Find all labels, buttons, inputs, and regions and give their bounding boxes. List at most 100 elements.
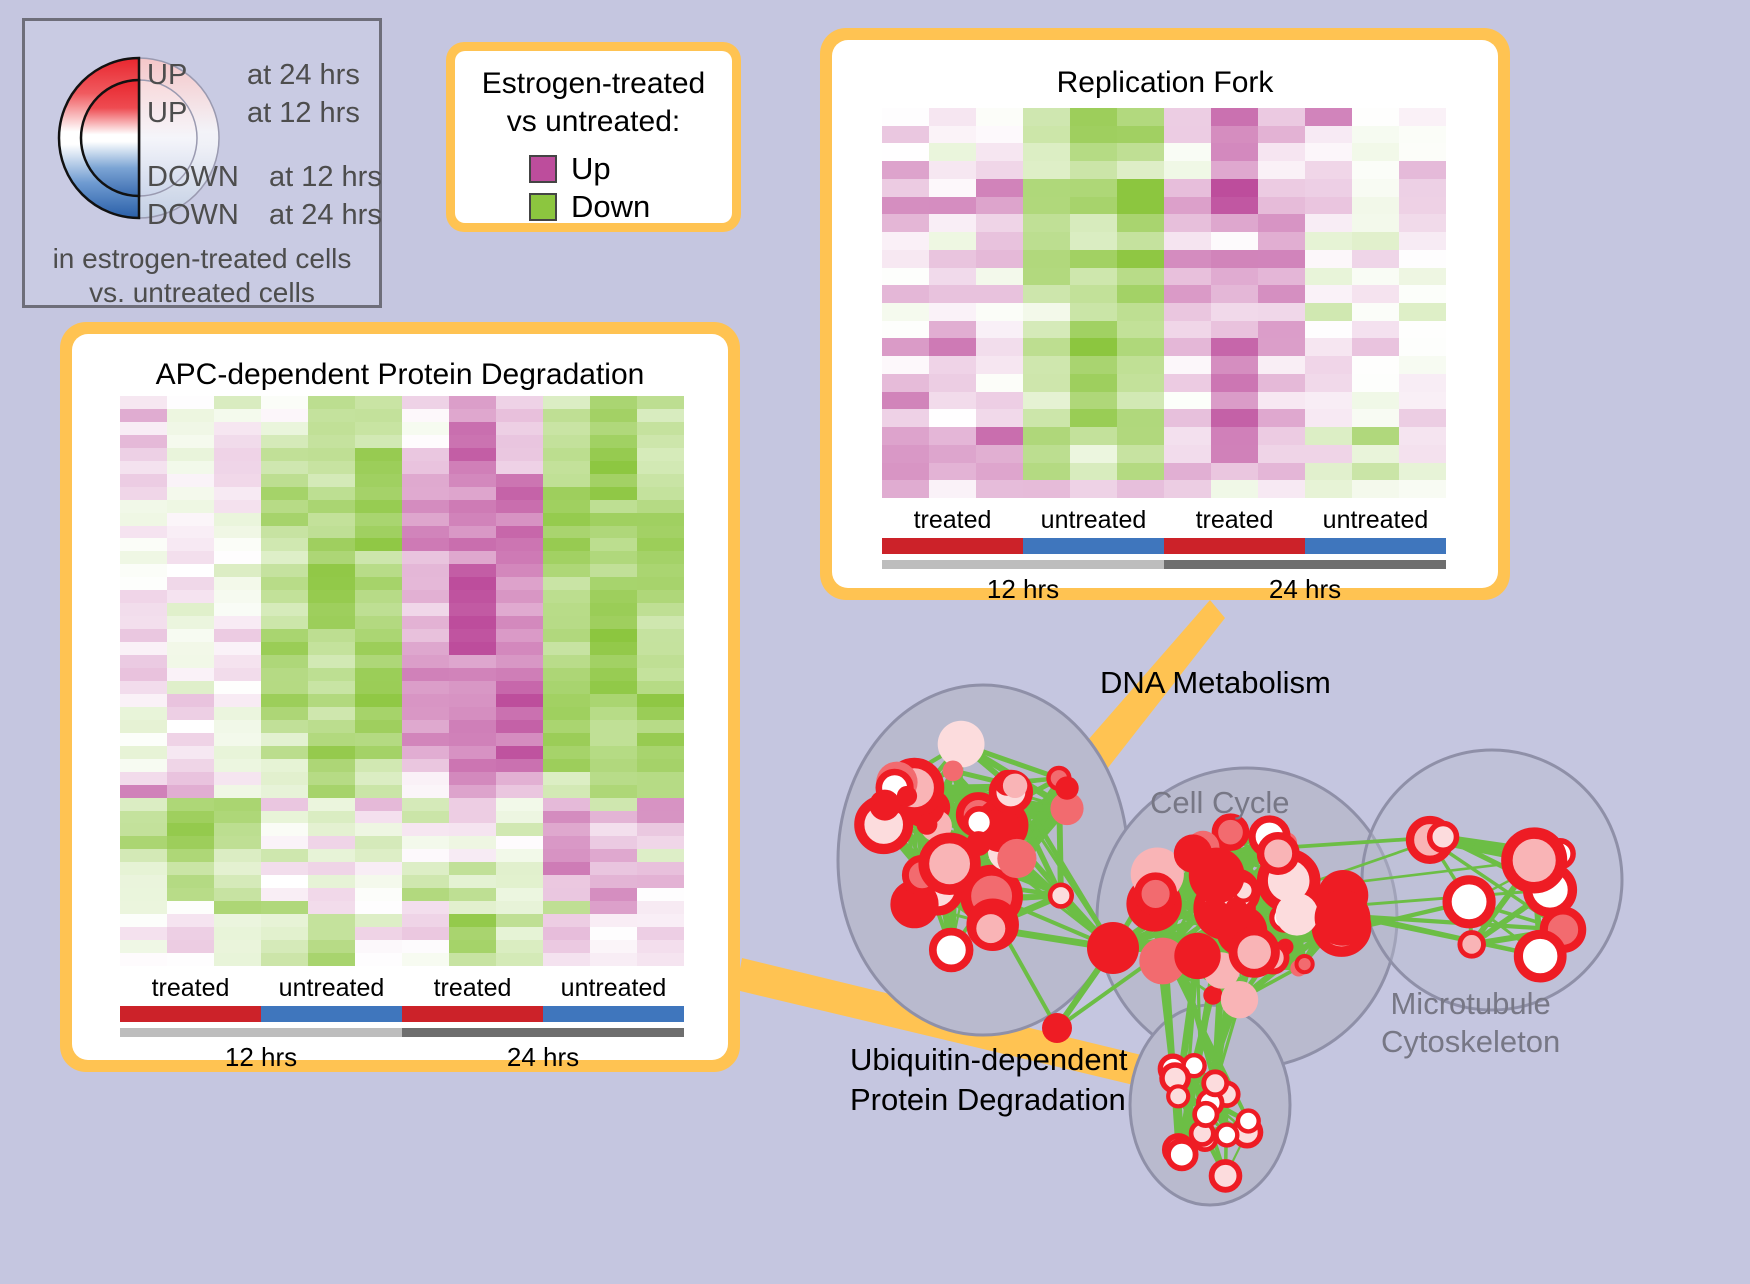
heatmap-cell <box>496 823 543 836</box>
heatmap-cell <box>882 143 929 161</box>
heatmap-cell <box>637 927 684 940</box>
heatmap-cell <box>1117 374 1164 392</box>
heatmap-cell <box>449 836 496 849</box>
heatmap-cell <box>1352 409 1399 427</box>
heatmap-cell <box>1117 214 1164 232</box>
heatmap-cell <box>261 694 308 707</box>
time-seg-12hrs <box>882 560 1164 569</box>
heatmap-cell <box>261 849 308 862</box>
heatmap-cell <box>1164 214 1211 232</box>
heatmap-cell <box>449 668 496 681</box>
heatmap-cell <box>543 461 590 474</box>
heatmap-cell <box>1211 321 1258 339</box>
heatmap-cell <box>120 629 167 642</box>
heatmap-cell <box>1399 303 1446 321</box>
heatmap-cell <box>402 487 449 500</box>
heatmap-cell <box>929 374 976 392</box>
heatmap-cell <box>214 435 261 448</box>
heatmap-cell <box>976 250 1023 268</box>
heatmap-cell <box>1305 374 1352 392</box>
heatmap-cell <box>543 927 590 940</box>
heatmap-cell <box>929 356 976 374</box>
heatmap-cell <box>543 823 590 836</box>
heatmap-cell <box>261 746 308 759</box>
group-label-0: treated <box>882 506 1023 535</box>
heatmap-cell <box>261 940 308 953</box>
heatmap-cell <box>543 759 590 772</box>
heatmap-cell <box>402 590 449 603</box>
heatmap-cell <box>355 500 402 513</box>
heatmap-cell <box>402 720 449 733</box>
heatmap-cell <box>167 798 214 811</box>
heatmap-cell <box>1258 356 1305 374</box>
heatmap-cell <box>167 461 214 474</box>
heatmap-cell <box>976 463 1023 481</box>
heatmap-cell <box>355 629 402 642</box>
heatmap-cell <box>637 474 684 487</box>
colour-wheel-legend: UP at 24 hrs UP at 12 hrs DOWN at 12 hrs… <box>22 18 382 308</box>
heatmap-cell <box>882 321 929 339</box>
heatmap-cell <box>496 772 543 785</box>
heatmap-cell <box>120 474 167 487</box>
heatmap-cell <box>976 108 1023 126</box>
heatmap-cell <box>355 901 402 914</box>
heatmap-cell <box>355 707 402 720</box>
heatmap-cell <box>882 214 929 232</box>
heatmap-cell <box>449 655 496 668</box>
heatmap-cell <box>261 487 308 500</box>
heatmap-cell <box>261 603 308 616</box>
heatmap-cell <box>1117 303 1164 321</box>
time-label-12hrs: 12 hrs <box>120 1042 402 1073</box>
heatmap-cell <box>449 953 496 966</box>
heatmap-cell <box>1258 445 1305 463</box>
heatmap-cell <box>449 694 496 707</box>
panel-replication-fork: Replication Fork treated untreated treat… <box>820 28 1510 600</box>
treatment-seg-0 <box>120 1006 261 1022</box>
heatmap-cell <box>449 603 496 616</box>
heatmap-cell <box>1117 427 1164 445</box>
key-title-line2: vs untreated: <box>455 103 732 141</box>
heatmap-cell <box>543 694 590 707</box>
replication-fork-treatment-bar <box>882 538 1446 554</box>
heatmap-cell <box>308 888 355 901</box>
heatmap-cell <box>261 836 308 849</box>
heatmap-cell <box>1023 268 1070 286</box>
heatmap-cell <box>355 422 402 435</box>
heatmap-cell <box>1070 161 1117 179</box>
heatmap-cell <box>308 551 355 564</box>
heatmap-cell <box>590 474 637 487</box>
apc-treatment-bar <box>120 1006 684 1022</box>
heatmap-cell <box>355 785 402 798</box>
network-node <box>1276 893 1319 936</box>
wheel-row-2-time: at 12 hrs <box>269 161 382 194</box>
heatmap-cell <box>1258 197 1305 215</box>
heatmap-cell <box>214 953 261 966</box>
heatmap-cell <box>120 409 167 422</box>
heatmap-cell <box>590 564 637 577</box>
heatmap-cell <box>167 422 214 435</box>
heatmap-cell <box>1399 197 1446 215</box>
heatmap-cell <box>1211 285 1258 303</box>
heatmap-cell <box>637 564 684 577</box>
heatmap-cell <box>214 629 261 642</box>
heatmap-cell <box>882 392 929 410</box>
heatmap-cell <box>496 733 543 746</box>
heatmap-cell <box>496 927 543 940</box>
heatmap-cell <box>214 616 261 629</box>
heatmap-cell <box>637 642 684 655</box>
heatmap-cell <box>1305 108 1352 126</box>
heatmap-cell <box>1164 480 1211 498</box>
heatmap-cell <box>402 629 449 642</box>
heatmap-cell <box>1070 250 1117 268</box>
heatmap-cell <box>1070 108 1117 126</box>
heatmap-cell <box>1258 480 1305 498</box>
heatmap-cell <box>496 629 543 642</box>
heatmap-cell <box>590 720 637 733</box>
heatmap-cell <box>543 901 590 914</box>
heatmap-cell <box>308 707 355 720</box>
heatmap-cell <box>637 759 684 772</box>
heatmap-cell <box>308 474 355 487</box>
heatmap-cell <box>449 823 496 836</box>
heatmap-cell <box>1352 161 1399 179</box>
heatmap-cell <box>590 461 637 474</box>
